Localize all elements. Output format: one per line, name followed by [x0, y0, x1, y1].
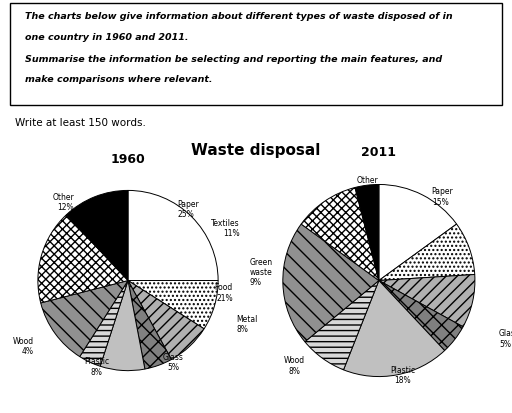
Text: Paper
25%: Paper 25%	[178, 199, 199, 218]
Text: Wood
4%: Wood 4%	[12, 336, 33, 355]
Wedge shape	[128, 191, 218, 281]
Text: Other
4%: Other 4%	[356, 176, 378, 195]
Text: make comparisons where relevant.: make comparisons where relevant.	[25, 75, 212, 84]
Text: The charts below give information about different types of waste disposed of in: The charts below give information about …	[25, 12, 453, 21]
Wedge shape	[38, 215, 128, 303]
Wedge shape	[344, 281, 444, 377]
Text: Plastic
8%: Plastic 8%	[84, 356, 109, 376]
Wedge shape	[379, 225, 475, 281]
Title: 1960: 1960	[111, 153, 145, 166]
Text: Plastic
18%: Plastic 18%	[390, 365, 415, 385]
Wedge shape	[283, 225, 379, 342]
Text: one country in 1960 and 2011.: one country in 1960 and 2011.	[25, 33, 188, 41]
Wedge shape	[41, 281, 128, 357]
Text: Other
12%: Other 12%	[52, 192, 74, 211]
Text: Glass
5%: Glass 5%	[163, 352, 183, 371]
Wedge shape	[301, 188, 379, 281]
Wedge shape	[128, 281, 218, 329]
Title: 2011: 2011	[361, 145, 396, 159]
Text: Paper
15%: Paper 15%	[432, 187, 454, 206]
Text: Food
21%: Food 21%	[215, 282, 233, 302]
Text: Waste disposal: Waste disposal	[191, 142, 321, 157]
Text: Textiles
11%: Textiles 11%	[211, 218, 240, 238]
Text: Wood
8%: Wood 8%	[284, 356, 305, 375]
Wedge shape	[379, 281, 463, 351]
Text: Glass
5%: Glass 5%	[499, 329, 512, 348]
Wedge shape	[305, 281, 379, 370]
Wedge shape	[128, 281, 172, 369]
Wedge shape	[379, 185, 457, 281]
Wedge shape	[100, 281, 145, 371]
Wedge shape	[80, 281, 128, 366]
Wedge shape	[128, 281, 204, 360]
Wedge shape	[355, 185, 379, 281]
Text: Metal
8%: Metal 8%	[236, 314, 258, 334]
Wedge shape	[67, 191, 128, 281]
Wedge shape	[379, 275, 475, 327]
Text: Green
waste
9%: Green waste 9%	[250, 257, 273, 287]
Text: Write at least 150 words.: Write at least 150 words.	[15, 118, 146, 128]
Text: Summarise the information be selecting and reporting the main features, and: Summarise the information be selecting a…	[25, 55, 442, 64]
FancyBboxPatch shape	[10, 4, 502, 105]
